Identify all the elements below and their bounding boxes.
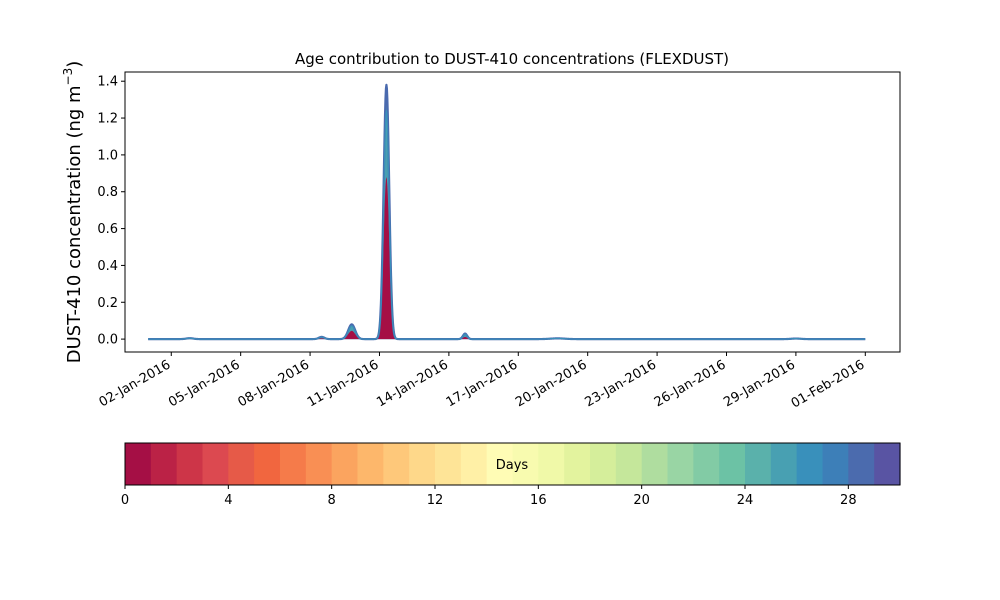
colorbar-tick-label: 4 [224, 493, 232, 508]
colorbar-segment [176, 443, 204, 485]
colorbar-segment [486, 443, 514, 485]
y-axis-label-close: ) [64, 61, 85, 68]
colorbar-segment [305, 443, 333, 485]
colorbar-segment [331, 443, 359, 485]
colorbar-segment [564, 443, 591, 485]
colorbar-segment [383, 443, 410, 485]
colorbar-segment [512, 443, 539, 485]
colorbar-segment [770, 443, 798, 485]
colorbar-segment [693, 443, 720, 485]
colorbar-segment [460, 443, 488, 485]
colorbar-segment [280, 443, 307, 485]
colorbar-tick-label: 20 [633, 493, 650, 508]
colorbar-tick-label: 12 [427, 493, 444, 508]
plot-frame [124, 71, 901, 353]
colorbar-segment [357, 443, 384, 485]
colorbar-tick-label: 28 [840, 493, 857, 508]
colorbar-segment [719, 443, 746, 485]
colorbar-segment [796, 443, 824, 485]
plot-area [147, 83, 866, 341]
colorbar-segment [435, 443, 462, 485]
colorbar-segment [590, 443, 617, 485]
colorbar-segment [125, 443, 152, 485]
y-axis-label-main: DUST-410 concentration (ng m [64, 85, 85, 363]
colorbar-segment [150, 443, 178, 485]
colorbar-segment [822, 443, 849, 485]
colorbar-label: Days [496, 458, 529, 473]
y-tick-label: 1.0 [97, 148, 118, 163]
colorbar-segment [615, 443, 643, 485]
colorbar-segment [745, 443, 772, 485]
y-tick-label: 0.2 [97, 296, 118, 311]
colorbar-tick-label: 8 [328, 493, 336, 508]
colorbar: 0 4 8 12 16 20 24 28 [121, 442, 901, 508]
colorbar-segment [254, 443, 281, 485]
y-tick-label: 1.4 [97, 75, 118, 90]
colorbar-segment [667, 443, 694, 485]
colorbar-segment [202, 443, 229, 485]
y-tick-label: 0.0 [97, 333, 118, 348]
colorbar-tick-label: 16 [530, 493, 547, 508]
colorbar-segment [848, 443, 875, 485]
colorbar-tick-label: 24 [737, 493, 754, 508]
colorbar-segment [538, 443, 565, 485]
series-line-inner [148, 110, 866, 340]
y-tick-label: 0.6 [97, 222, 118, 237]
colorbar-segment [874, 443, 901, 485]
y-axis-label: DUST-410 concentration (ng m−3) [61, 61, 85, 364]
y-tick-label: 1.2 [97, 112, 118, 127]
y-axis-label-superscript: −3 [61, 68, 75, 86]
colorbar-segment [409, 443, 436, 485]
colorbar-frame [124, 442, 901, 486]
colorbar-tick-label: 0 [121, 493, 129, 508]
colorbar-segment [228, 443, 255, 485]
y-tick-label: 0.4 [97, 259, 118, 274]
colorbar-segment [641, 443, 669, 485]
chart-title: Age contribution to DUST-410 concentrati… [295, 50, 729, 68]
y-tick-label: 0.8 [97, 185, 118, 200]
